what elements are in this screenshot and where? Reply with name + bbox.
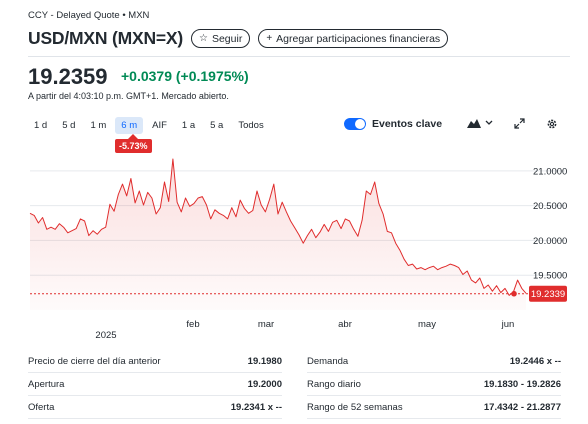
- stat-label: Rango de 52 semanas: [307, 401, 403, 413]
- chart-type-button[interactable]: [467, 118, 493, 128]
- stat-label: Oferta: [28, 401, 55, 413]
- range-button[interactable]: 1 m: [90, 120, 107, 131]
- x-tick-label: may: [418, 319, 436, 330]
- current-price: 19.2359: [28, 64, 108, 89]
- range-button[interactable]: AIF: [152, 120, 167, 131]
- range-selector: 1 d 5 d 1 m 6 m AIF 1 a 5 a Todos: [28, 117, 273, 134]
- page-title: USD/MXN (MXN=X): [28, 28, 183, 48]
- follow-label: Seguir: [211, 32, 243, 45]
- stat-row: Precio de cierre del día anterior 19.1980: [28, 350, 282, 373]
- y-tick-label: 19.5000: [533, 271, 567, 282]
- mountain-chart-icon: [467, 119, 481, 128]
- gear-icon: [547, 119, 557, 129]
- stat-label: Rango diario: [307, 378, 361, 390]
- x-tick-label: jun: [501, 319, 515, 330]
- events-toggle[interactable]: Eventos clave: [344, 118, 442, 130]
- settings-button[interactable]: [546, 118, 558, 130]
- stat-label: Apertura: [28, 378, 65, 390]
- stat-value: 19.1980: [247, 355, 282, 367]
- events-label: Eventos clave: [372, 118, 443, 130]
- stat-label: Precio de cierre del día anterior: [28, 355, 161, 367]
- stat-value: 19.2000: [247, 378, 282, 390]
- divider: [28, 56, 570, 57]
- stat-value: 17.4342 - 21.2877: [483, 401, 561, 413]
- x-tick-label: abr: [338, 319, 352, 330]
- stat-value: 19.2341 x --: [230, 401, 282, 413]
- toggle-knob: [355, 119, 365, 129]
- chevron-down-icon: [485, 120, 493, 125]
- plus-icon: +: [266, 33, 273, 44]
- y-tick-label: 20.5000: [533, 201, 567, 212]
- range-button[interactable]: 1 a: [181, 120, 196, 131]
- stat-label: Demanda: [307, 355, 349, 367]
- price-change: +0.0379 (+0.1975%): [121, 68, 249, 84]
- stat-row: Demanda 19.2446 x --: [307, 350, 561, 373]
- expand-icon: [514, 118, 525, 129]
- range-button[interactable]: 5 a: [210, 120, 224, 131]
- price-chart[interactable]: 21.0000 20.5000 20.0000 19.5000 19.2339 2025 f…: [0, 0, 588, 345]
- range-button[interactable]: 6 m: [115, 117, 144, 134]
- stat-value: 19.1830 - 19.2826: [483, 378, 561, 390]
- add-holdings-label: Agregar participaciones financieras: [276, 32, 441, 45]
- stat-row: Oferta 19.2341 x --: [28, 396, 282, 419]
- quote-source: CCY - Delayed Quote • MXN: [28, 10, 150, 21]
- range-change-badge: -5.73%: [115, 139, 152, 153]
- title-row: USD/MXN (MXN=X) ☆ Seguir + Agregar parti…: [28, 28, 449, 49]
- range-badge-arrow: [128, 134, 138, 139]
- follow-button[interactable]: ☆ Seguir: [191, 29, 251, 48]
- range-button[interactable]: Todos: [238, 120, 264, 131]
- price-area: [30, 159, 526, 310]
- current-value-tag: [529, 285, 567, 302]
- stat-row: Rango de 52 semanas 17.4342 - 21.2877: [307, 396, 561, 419]
- add-holdings-button[interactable]: + Agregar participaciones financieras: [258, 29, 449, 48]
- price-line: [29, 158, 527, 296]
- current-point: [511, 290, 517, 297]
- expand-button[interactable]: [514, 118, 525, 129]
- x-tick-label: mar: [258, 319, 274, 330]
- stat-value: 19.2446 x --: [509, 355, 561, 367]
- toggle-switch[interactable]: [344, 118, 366, 130]
- star-icon: ☆: [199, 33, 208, 44]
- current-value-label: 19.2339: [531, 289, 565, 300]
- y-tick-label: 20.0000: [533, 236, 567, 247]
- x-tick-label: feb: [186, 319, 199, 330]
- range-button[interactable]: 5 d: [62, 120, 76, 131]
- stat-row: Apertura 19.2000: [28, 373, 282, 396]
- stat-row: Rango diario 19.1830 - 19.2826: [307, 373, 561, 396]
- y-tick-label: 21.0000: [533, 166, 567, 177]
- market-status: A partir del 4:03:10 p.m. GMT+1. Mercado…: [28, 91, 229, 101]
- range-button[interactable]: 1 d: [34, 120, 48, 131]
- x-tick-label: 2025: [95, 330, 116, 341]
